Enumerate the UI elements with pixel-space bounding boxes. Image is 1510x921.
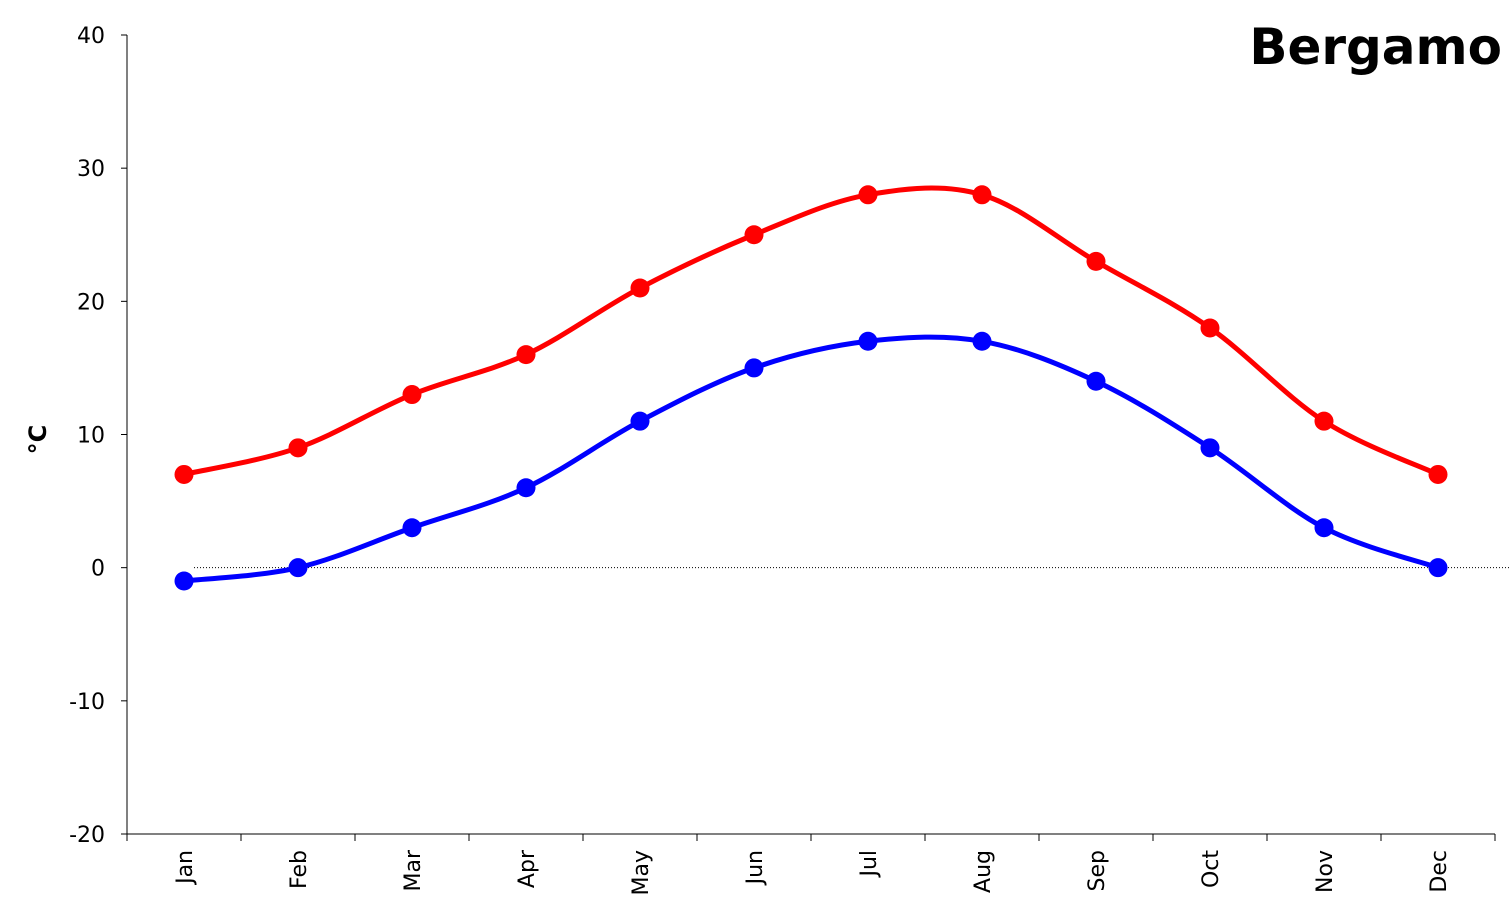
y-tick-label: 0: [91, 557, 105, 582]
data-point: [402, 518, 422, 538]
x-tick-label: Apr: [515, 849, 540, 888]
x-tick-label: Jul: [857, 850, 882, 879]
y-tick-label: -10: [69, 690, 105, 715]
y-tick-label: 10: [77, 424, 105, 449]
series-line: [183, 334, 1439, 584]
x-tick-label: Jan: [173, 850, 198, 886]
data-point: [972, 185, 992, 205]
y-axis-label: °C: [24, 425, 52, 455]
data-point: [1428, 558, 1448, 578]
data-point: [174, 571, 194, 591]
data-point: [744, 358, 764, 378]
data-point: [1200, 438, 1220, 458]
x-tick-label: May: [629, 850, 654, 895]
data-point: [288, 558, 308, 578]
data-point: [630, 278, 650, 298]
x-tick-label: Oct: [1199, 850, 1224, 888]
data-point: [174, 464, 194, 484]
data-point: [972, 331, 992, 351]
data-point: [1086, 251, 1106, 271]
chart-title: Bergamo: [1249, 18, 1502, 76]
x-tick-label: Jun: [743, 850, 768, 886]
data-point: [288, 438, 308, 458]
data-point: [744, 225, 764, 245]
x-tick-label: Feb: [287, 850, 312, 889]
series-line: [183, 185, 1440, 477]
x-tick-label: Sep: [1085, 850, 1110, 891]
data-point: [858, 331, 878, 351]
data-point: [516, 345, 536, 365]
x-tick-label: Nov: [1313, 850, 1338, 893]
x-tick-label: Mar: [401, 849, 426, 891]
x-tick-label: Aug: [971, 850, 996, 893]
y-tick-label: 30: [77, 157, 105, 182]
series-layer: [174, 185, 1448, 591]
data-point: [630, 411, 650, 431]
y-tick-label: -20: [69, 823, 105, 848]
series-0: [174, 185, 1448, 484]
data-point: [1314, 518, 1334, 538]
data-point: [1086, 371, 1106, 391]
data-point: [516, 478, 536, 498]
y-tick-label: 40: [77, 24, 105, 49]
data-point: [858, 185, 878, 205]
data-point: [1314, 411, 1334, 431]
axes: -20 -10 0 10 20 30 40 °C Jan Feb Mar Apr May Jun Jul Au…: [24, 24, 1510, 895]
series-1: [174, 331, 1448, 591]
data-point: [402, 385, 422, 405]
data-point: [1428, 464, 1448, 484]
x-tick-label: Dec: [1427, 850, 1452, 893]
y-tick-label: 20: [77, 290, 105, 315]
data-point: [1200, 318, 1220, 338]
